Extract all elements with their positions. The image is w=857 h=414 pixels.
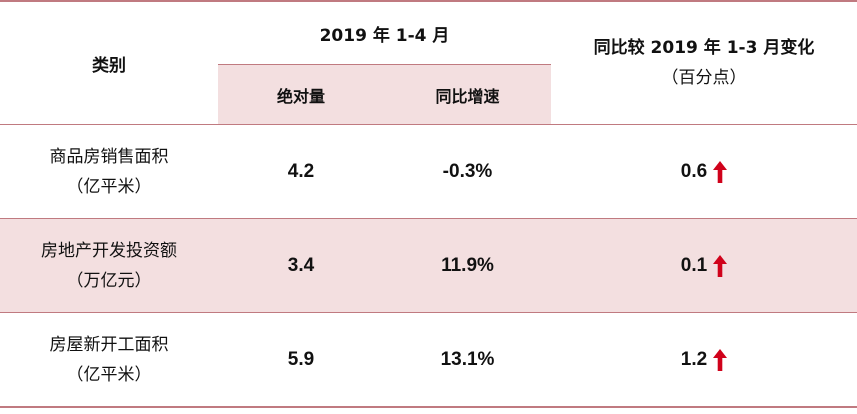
subheader-band <box>218 65 551 124</box>
row-1-growth: -0.3% <box>442 160 493 182</box>
change-header: 同比较 2019 年 1-3 月变化 （百分点） <box>551 2 857 124</box>
row-3-change-value: 1.2 <box>680 348 708 370</box>
row-band-2 <box>0 218 857 312</box>
row-1-change-value: 0.6 <box>680 160 708 182</box>
row-1-name: 商品房销售面积 <box>49 146 169 167</box>
row-2-absolute: 3.4 <box>287 254 315 276</box>
row-2-change: 0.1 <box>551 219 857 312</box>
yoy-growth-header: 同比增速 <box>435 86 500 106</box>
up-arrow-icon <box>713 348 728 371</box>
row-3-growth: 13.1% <box>440 348 495 370</box>
row-2-growth: 11.9% <box>441 254 494 276</box>
category-header: 类别 <box>92 55 126 76</box>
row-3-change: 1.2 <box>551 313 857 406</box>
row-1-absolute: 4.2 <box>287 160 315 182</box>
row-3-unit: （亿平米） <box>66 364 152 385</box>
row-1-category: 商品房销售面积 （亿平米） <box>0 125 218 218</box>
change-header-title: 同比较 2019 年 1-3 月变化 <box>593 38 815 58</box>
absolute-header: 绝对量 <box>276 86 325 106</box>
row-1-bottom-rule <box>0 218 857 219</box>
period-header: 2019 年 1-4 月 <box>319 25 450 46</box>
change-header-unit: （百分点） <box>661 68 747 88</box>
row-3-name: 房屋新开工面积 <box>49 334 169 355</box>
row-3-absolute: 5.9 <box>287 348 315 370</box>
row-3-category: 房屋新开工面积 （亿平米） <box>0 313 218 406</box>
row-2-unit: （万亿元） <box>66 270 152 291</box>
header-bottom-rule <box>0 124 857 125</box>
top-rule <box>0 0 857 2</box>
row-1-unit: （亿平米） <box>66 176 152 197</box>
row-2-category: 房地产开发投资额 （万亿元） <box>0 219 218 312</box>
period-underline <box>218 64 551 65</box>
row-2-name: 房地产开发投资额 <box>41 240 177 261</box>
row-2-bottom-rule <box>0 312 857 313</box>
bottom-rule <box>0 406 857 408</box>
row-1-change: 0.6 <box>551 125 857 218</box>
up-arrow-icon <box>713 254 728 277</box>
row-2-change-value: 0.1 <box>680 254 708 276</box>
up-arrow-icon <box>713 160 728 183</box>
